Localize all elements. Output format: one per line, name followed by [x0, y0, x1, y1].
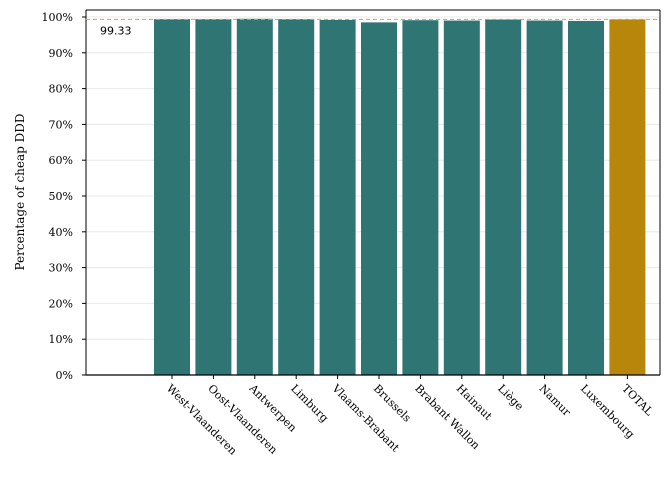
y-tick-label: 60% — [49, 154, 73, 167]
y-tick-label: 0% — [56, 369, 73, 382]
x-tick-label: Liège — [495, 382, 526, 413]
y-tick-label: 70% — [49, 118, 73, 131]
y-axis-label: Percentage of cheap DDD — [13, 113, 27, 270]
bar — [236, 18, 273, 375]
bar — [195, 19, 232, 375]
x-tick-label: Hainaut — [454, 382, 495, 423]
y-tick-label: 20% — [49, 297, 73, 310]
bar — [402, 20, 439, 376]
bar — [278, 19, 315, 375]
x-tick-label: West-Vlaanderen — [164, 382, 240, 458]
bars — [154, 18, 646, 376]
bar — [319, 19, 356, 375]
reference-line-group: 99.33 — [86, 18, 660, 37]
y-tick-label: 100% — [42, 11, 73, 24]
y-tick-label: 40% — [49, 226, 73, 239]
x-tick-labels: West-VlaanderenOost-VlaanderenAntwerpenL… — [164, 375, 656, 458]
y-tick-label: 80% — [49, 83, 73, 96]
bar — [154, 19, 190, 375]
x-tick-label: Oost-Vlaanderen — [205, 382, 280, 457]
x-tick-label: TOTAL — [619, 382, 656, 419]
axes — [85, 9, 661, 376]
y-tick-label: 50% — [49, 190, 73, 203]
x-tick-label: Brussels — [371, 382, 414, 425]
x-tick-label: Namur — [536, 382, 573, 419]
reference-line-label: 99.33 — [100, 24, 132, 37]
bar — [526, 20, 563, 376]
bar — [443, 20, 480, 376]
bar — [361, 22, 397, 376]
y-tick-label: 90% — [49, 47, 73, 60]
x-tick-label: Limburg — [288, 382, 331, 425]
bar — [568, 20, 604, 376]
y-tick-labels: 0% 10% 20% 30% 40% 50% 60% 70% 80% 90% 100% — [42, 11, 86, 382]
y-tick-label: 30% — [49, 262, 73, 275]
bar-total — [609, 19, 646, 376]
y-tick-label: 10% — [49, 333, 73, 346]
bar — [485, 19, 522, 375]
